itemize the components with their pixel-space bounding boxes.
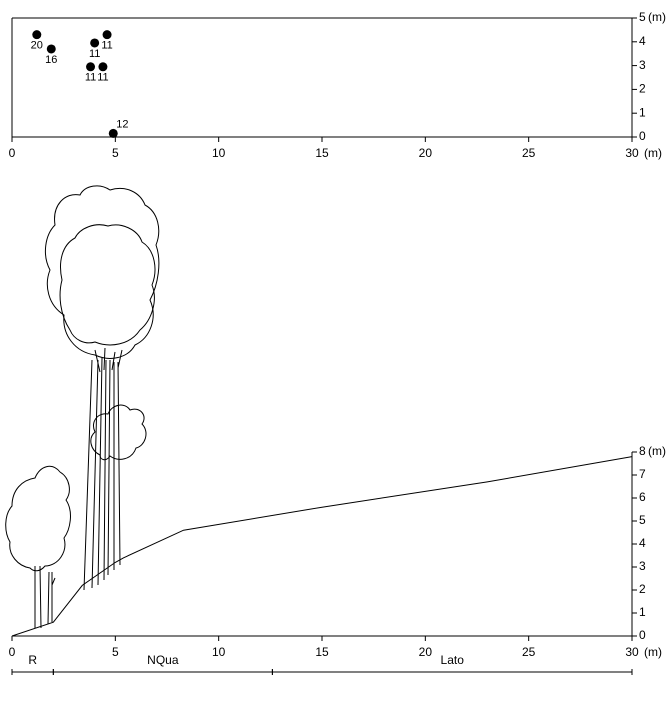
figure: 051015202530(m)012345(m)2016111111111205…: [0, 0, 668, 704]
tall-tree-trunks: [84, 348, 122, 590]
point-label: 11: [101, 40, 112, 52]
x-tick-label: 10: [212, 146, 226, 160]
y-tick-label: 1: [639, 105, 646, 119]
y-tick-label: 6: [639, 490, 646, 504]
y-tick-label: 2: [639, 82, 646, 96]
tall-tree-crown: [45, 186, 158, 359]
y-tick-label: 4: [639, 536, 646, 550]
tree-point: [32, 30, 41, 39]
x-unit: (m): [644, 645, 662, 659]
point-label: 11: [97, 72, 108, 84]
y-tick-label: 8: [639, 444, 646, 458]
y-tick-label: 0: [639, 129, 646, 143]
x-tick-label: 20: [419, 645, 433, 659]
point-label: 11: [89, 48, 100, 60]
x-tick-label: 15: [315, 645, 329, 659]
point-label: 20: [31, 40, 43, 52]
y-unit: (m): [648, 444, 666, 458]
y-tick-label: 4: [639, 34, 646, 48]
x-tick-label: 10: [212, 645, 226, 659]
tree-drawings: [6, 186, 159, 628]
y-tick-label: 5: [639, 10, 646, 24]
tree-point: [103, 30, 112, 39]
x-tick-label: 0: [9, 645, 16, 659]
x-tick-label: 15: [315, 146, 329, 160]
y-unit: (m): [648, 10, 666, 24]
tall-tree-inner-crown: [60, 225, 155, 345]
y-tick-label: 0: [639, 628, 646, 642]
x-tick-label: 30: [625, 146, 639, 160]
y-tick-label: 1: [639, 605, 646, 619]
x-tick-label: 20: [419, 146, 433, 160]
x-tick-label: 5: [112, 146, 119, 160]
tree-point: [98, 62, 107, 71]
y-tick-label: 3: [639, 559, 646, 573]
y-tick-label: 2: [639, 582, 646, 596]
y-tick-label: 3: [639, 58, 646, 72]
x-tick-label: 25: [522, 645, 536, 659]
x-tick-label: 25: [522, 146, 536, 160]
x-tick-label: 0: [9, 146, 16, 160]
point-label: 11: [85, 72, 96, 84]
point-label: 12: [116, 118, 128, 130]
zone-label: R: [28, 653, 37, 667]
x-tick-label: 30: [625, 645, 639, 659]
zone-label: NQua: [147, 653, 179, 667]
y-tick-label: 7: [639, 467, 646, 481]
tree-point: [86, 62, 95, 71]
x-unit: (m): [644, 146, 662, 160]
y-tick-label: 5: [639, 513, 646, 527]
tree-point: [47, 44, 56, 53]
x-tick-label: 5: [112, 645, 119, 659]
small-tree-trunk: [35, 566, 55, 628]
point-label: 16: [45, 54, 57, 66]
small-tree-crown: [6, 466, 71, 570]
tree-point: [90, 38, 99, 47]
zone-label: Lato: [441, 653, 465, 667]
